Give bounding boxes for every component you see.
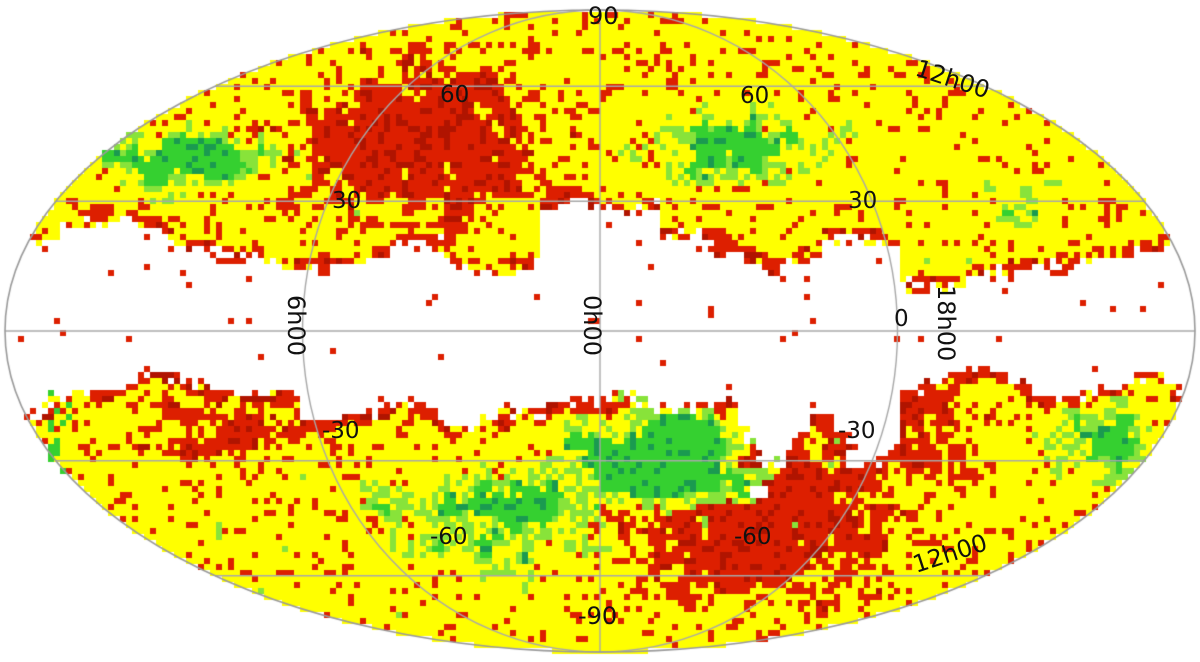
label-lat-60-right: 60 [740, 83, 770, 109]
label-lat-minus90: -90 [578, 602, 618, 630]
label-lat-minus30-left: -30 [322, 418, 360, 444]
label-ra-0h: 0h00 [578, 295, 606, 357]
label-lat-60-left: 60 [440, 82, 470, 108]
label-ra-18h: 18h00 [932, 285, 960, 362]
label-lat-minus60-right: -60 [734, 524, 772, 550]
label-lat-30-left: 30 [332, 188, 362, 214]
label-lat-minus60-left: -60 [430, 524, 468, 550]
label-lat-0: 0 [894, 306, 909, 332]
label-ra-6h: 6h00 [282, 295, 310, 357]
label-lat-90: 90 [588, 2, 619, 30]
label-lat-minus30-right: -30 [838, 418, 876, 444]
label-lat-30-right: 30 [848, 188, 878, 214]
